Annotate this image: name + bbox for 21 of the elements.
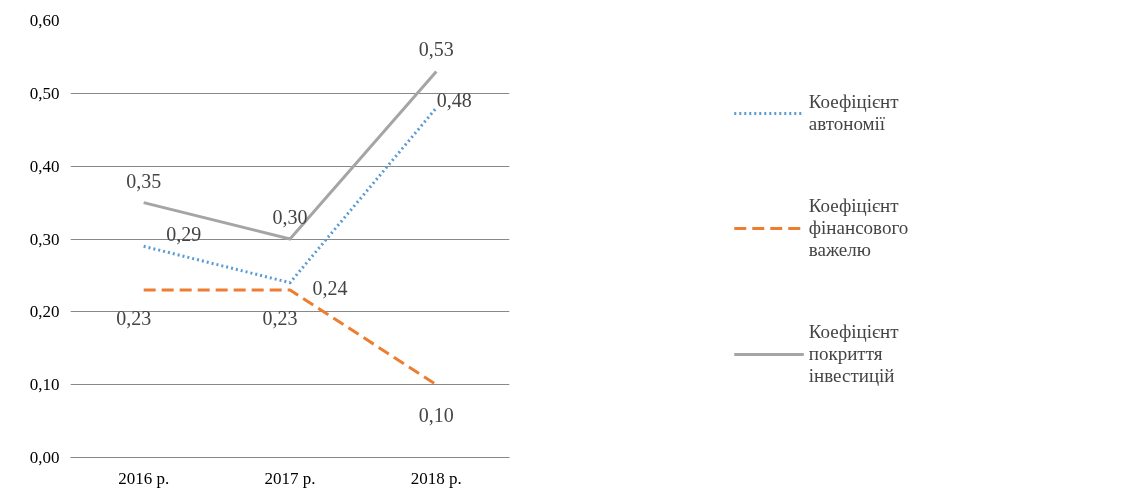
data-label: 0,10 <box>418 403 454 426</box>
legend-label: Коефіцієнт автономії <box>808 90 899 135</box>
data-label: 0,53 <box>418 38 454 61</box>
data-label: 0,35 <box>126 169 162 192</box>
x-tick-label: 2016 р. <box>118 468 170 488</box>
data-label: 0,30 <box>272 206 308 228</box>
data-label: 0,24 <box>312 276 348 299</box>
y-tick-label: 0,50 <box>29 83 60 103</box>
legend-label: Коефіцієнт покриття інвестицій <box>808 320 899 387</box>
y-tick-label: 0,40 <box>29 156 60 176</box>
y-tick-label: 0,10 <box>29 375 60 395</box>
data-label: 0,23 <box>262 306 298 329</box>
x-tick-label: 2017 р. <box>264 468 316 488</box>
y-tick-label: 0,30 <box>29 229 60 249</box>
y-tick-label: 0,60 <box>29 11 60 30</box>
legend-label: Коефіцієнт фінансового важелю <box>808 194 909 261</box>
x-tick-label: 2018 р. <box>410 468 462 488</box>
data-label: 0,48 <box>436 88 472 111</box>
data-label: 0,23 <box>116 306 152 329</box>
y-tick-label: 0,20 <box>29 302 60 322</box>
y-tick-label: 0,00 <box>29 448 60 467</box>
